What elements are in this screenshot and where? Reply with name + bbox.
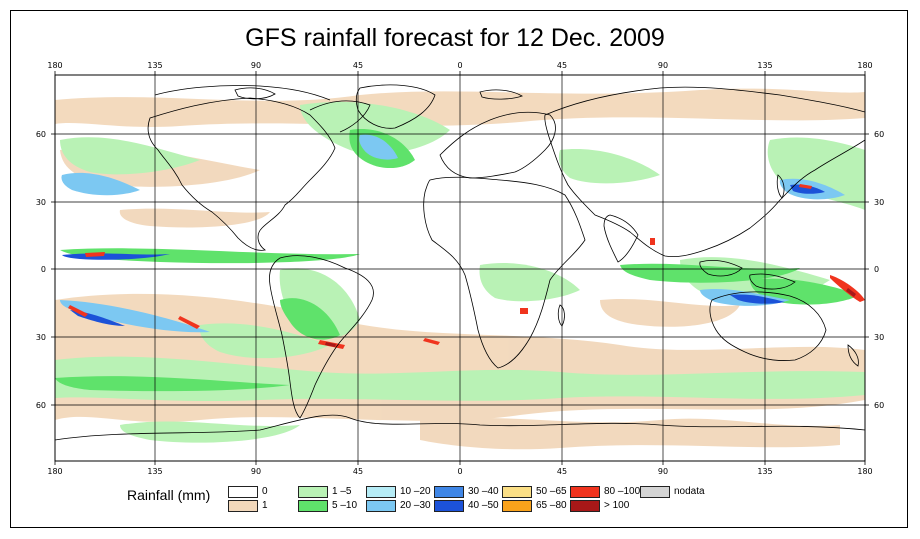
lon-tick-top: 45	[353, 61, 363, 70]
asia-outline	[544, 86, 865, 258]
lon-tick-bottom: 45	[353, 467, 363, 476]
legend-swatch-7	[434, 500, 464, 512]
legend-label-2: 1 –5	[332, 486, 352, 497]
tick-marks	[51, 71, 869, 465]
lon-tick-bottom: 90	[251, 467, 261, 476]
lon-tick-top: 90	[658, 61, 668, 70]
legend-label-3: 5 –10	[332, 500, 358, 511]
lon-tick-bottom: 180	[47, 467, 62, 476]
legend-title: Rainfall (mm)	[127, 487, 211, 503]
antarctica-outline	[55, 414, 865, 441]
top-lon-labels: 180 135 90 45 0 45 90 135 180	[47, 61, 872, 70]
legend-swatch-3	[298, 500, 328, 512]
lon-tick-bottom: 45	[557, 467, 567, 476]
legend-swatch-9	[502, 500, 532, 512]
lon-tick-top: 0	[457, 61, 462, 70]
australia-outline	[709, 291, 827, 361]
map-title: GFS rainfall forecast for 12 Dec. 2009	[245, 24, 665, 52]
legend-label-11: > 100	[604, 500, 630, 511]
lon-tick-top: 45	[557, 61, 567, 70]
legend-swatch-10	[570, 486, 600, 498]
lon-tick-top: 135	[147, 61, 162, 70]
legend-swatch-6	[434, 486, 464, 498]
lon-tick-bottom: 135	[757, 467, 772, 476]
legend-swatch-8	[502, 486, 532, 498]
legend-label-5: 20 –30	[400, 500, 431, 511]
lat-tick-left: 30	[36, 198, 46, 207]
lon-tick-top: 90	[251, 61, 261, 70]
legend-swatch-0	[228, 486, 258, 498]
graticule	[55, 75, 865, 461]
legend-label-6: 30 –40	[468, 486, 499, 497]
lat-tick-left: 0	[41, 265, 46, 274]
legend-label-9: 65 –80	[536, 500, 567, 511]
legend-label-1: 1	[262, 500, 268, 511]
legend-label-12: nodata	[674, 486, 705, 497]
legend-label-7: 40 –50	[468, 500, 499, 511]
legend-swatch-11	[570, 500, 600, 512]
lat-tick-right: 30	[874, 198, 884, 207]
lat-tick-left: 60	[36, 130, 46, 139]
lon-tick-top: 180	[857, 61, 872, 70]
south-america-outline	[269, 255, 374, 419]
bottom-lon-labels: 180 135 90 45 0 45 90 135 180	[47, 467, 872, 476]
legend-swatch-12	[640, 486, 670, 498]
legend-swatch-1	[228, 500, 258, 512]
legend-swatch-4	[366, 486, 396, 498]
legend-label-4: 10 –20	[400, 486, 431, 497]
lon-tick-top: 180	[47, 61, 62, 70]
lon-tick-bottom: 180	[857, 467, 872, 476]
lat-tick-right: 30	[874, 333, 884, 342]
north-america-outline	[147, 97, 336, 251]
greenland-outline	[355, 84, 436, 129]
right-lat-labels: 60 30 0 30 60	[874, 130, 884, 410]
lat-tick-right: 60	[874, 130, 884, 139]
figure-frame	[10, 10, 908, 528]
lon-tick-bottom: 90	[658, 467, 668, 476]
legend-swatch-2	[298, 486, 328, 498]
coastlines	[55, 84, 865, 441]
africa-outline	[423, 176, 586, 369]
lat-tick-left: 30	[36, 333, 46, 342]
legend-label-8: 50 –65	[536, 486, 567, 497]
legend-label-0: 0	[262, 486, 268, 497]
lat-tick-right: 60	[874, 401, 884, 410]
left-lat-labels: 60 30 0 30 60	[36, 130, 46, 410]
lat-tick-left: 60	[36, 401, 46, 410]
lat-tick-right: 0	[874, 265, 879, 274]
lon-tick-bottom: 0	[457, 467, 462, 476]
lon-tick-bottom: 135	[147, 467, 162, 476]
lon-tick-top: 135	[757, 61, 772, 70]
legend-label-10: 80 –100	[604, 486, 641, 497]
legend-swatch-5	[366, 500, 396, 512]
